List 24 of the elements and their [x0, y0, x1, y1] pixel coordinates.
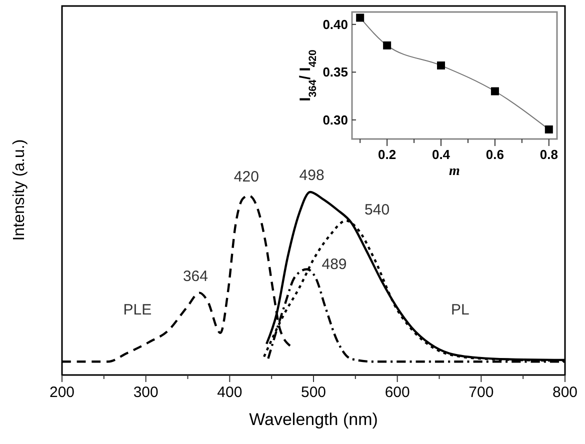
y-tick-label: 0.35 — [322, 64, 348, 80]
x-tick-label: 500 — [300, 384, 326, 401]
x-tick-label: 0.6 — [486, 147, 504, 162]
x-tick-label: 0.8 — [540, 147, 558, 162]
x-axis-title: m — [449, 164, 460, 179]
x-tick-label: 600 — [384, 384, 410, 401]
annotation: PL — [451, 302, 470, 319]
x-tick-label: 300 — [133, 384, 158, 401]
x-tick-label: 200 — [49, 384, 75, 401]
annotation: 364 — [182, 268, 208, 285]
annotation: 498 — [299, 167, 324, 184]
annotation: 420 — [234, 168, 259, 186]
annotation: PLE — [123, 302, 152, 319]
x-tick-label: 800 — [552, 384, 578, 401]
x-tick-label: 700 — [468, 384, 494, 401]
y-tick-label: 0.40 — [322, 16, 348, 32]
y-axis-title: Intensity (a.u.) — [11, 139, 28, 241]
x-axis-title: Wavelength (nm) — [249, 410, 378, 429]
x-tick-label: 0.2 — [378, 147, 396, 162]
annotation: 489 — [322, 256, 347, 274]
x-tick-label: 0.4 — [432, 147, 451, 162]
annotation: 540 — [364, 202, 390, 219]
x-tick-label: 400 — [217, 384, 242, 401]
y-tick-label: 0.30 — [322, 112, 348, 128]
